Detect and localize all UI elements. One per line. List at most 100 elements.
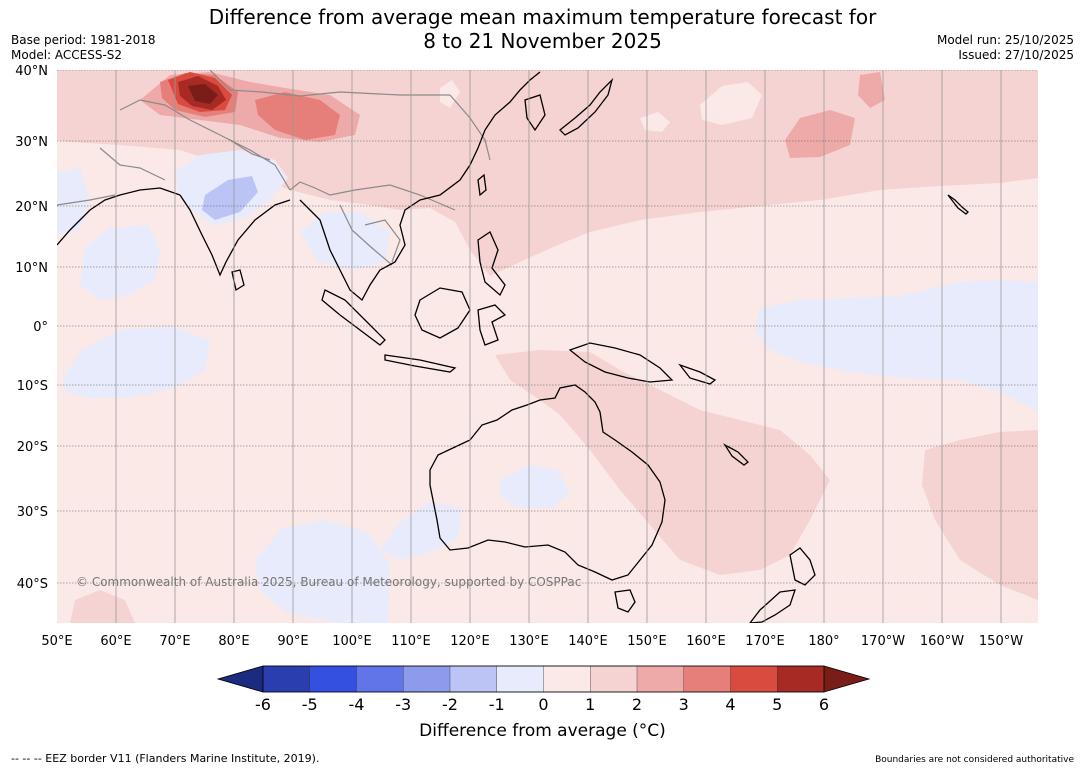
lon-label: 170°W [861,634,905,649]
cb-tick: 1 [585,695,595,714]
copyright-notice: © Commonwealth of Australia 2025, Bureau… [76,575,581,589]
anomaly-zone-india-cool-core [202,176,258,220]
lon-label: 50°E [41,634,72,649]
coastline-sulawesi [477,304,507,346]
coastlines [57,71,969,623]
cb-tick: -6 [255,695,271,714]
coastline-tasmania [614,589,636,613]
lon-label: 120°E [450,634,490,649]
coastline-new-zealand-south [749,589,796,623]
lat-label: 10°N [15,261,48,276]
anomaly-zone-japan-sea-patch [700,82,762,125]
lon-label: 100°E [332,634,372,649]
coastline-new-zealand-north [789,547,816,586]
coastline-new-guinea [568,342,674,383]
coastline-taiwan [477,173,487,197]
lat-label: 30°N [15,135,48,150]
lon-label: 130°E [509,634,549,649]
coastline-hawaii [947,194,969,215]
colorbar-bin [683,665,732,693]
anomaly-zone-north-pacific-2 [858,72,885,108]
anomaly-zone-south-pacific [922,430,1038,600]
cb-tick: 6 [819,695,829,714]
cb-tick: -3 [395,695,411,714]
coastline-sri-lanka [231,269,245,292]
cb-tick: 5 [772,695,782,714]
lat-label: 40°N [15,64,48,79]
colorbar-bin [449,665,498,693]
lon-label: 90°E [277,634,308,649]
coastline-australia [429,384,666,581]
lat-label: 10°S [17,379,48,394]
colorbar-frame [262,665,825,693]
model-info: Base period: 1981-2018 Model: ACCESS-S2 [11,33,156,63]
anomaly-zone-equatorial-pacific-negative [755,280,1038,412]
colorbar-title: Difference from average (°C) [419,721,666,741]
longitude-labels: 50°E 60°E 70°E 80°E 90°E 100°E 110°E 120… [41,634,1023,649]
lat-label: 0° [33,320,48,335]
coastline-solomon-islands [678,363,717,385]
colorbar-bin [636,665,685,693]
cb-tick: 2 [632,695,642,714]
anomaly-zone-central-australia-negative [500,465,570,508]
run-info: Model run: 25/10/2025 Issued: 27/10/2025 [937,33,1074,63]
colorbar: -6 -5 -4 -3 -2 -1 0 1 2 3 4 5 6 [216,665,871,714]
latitude-labels: 40°N 30°N 20°N 10°N 0° 10°S 20°S 30°S 40… [15,64,48,592]
lon-label: 160°W [920,634,964,649]
coastline-east-asia [484,71,541,131]
cb-tick: -2 [442,695,458,714]
lon-label: 160°E [686,634,726,649]
colorbar-bin [543,665,591,693]
lat-label: 20°S [17,440,48,455]
anomaly-zone-china-patch [440,80,460,108]
coastline-borneo [414,287,471,339]
lon-label: 170°E [745,634,785,649]
boundaries-note: Boundaries are not considered authoritat… [875,755,1074,765]
colorbar-bin [403,665,451,693]
lon-label: 150°W [979,634,1023,649]
chart-title: Difference from average mean maximum tem… [0,5,1085,53]
cb-tick: 3 [679,695,689,714]
coastline-java [384,354,457,373]
anomaly-zone-tibet [255,92,340,140]
anomaly-zone-korea-patch [640,112,670,132]
coastline-philippines [477,231,506,297]
anomaly-zone-arabian-sea-negative [80,225,160,300]
lon-label: 150°E [627,634,667,649]
meridians [115,70,1002,623]
lon-label: 180° [808,634,839,649]
colorbar-bin [590,665,638,693]
colorbar-bin [309,665,358,693]
lon-label: 140°E [568,634,608,649]
lat-label: 30°S [17,505,48,520]
colorbar-bin [496,665,545,693]
anomaly-zone-southern-ocean-negative [255,520,390,623]
eez-note: -- -- -- EEZ border V11 (Flanders Marine… [11,752,320,765]
coastline-indochina [299,129,486,302]
coastline-korea [524,94,546,132]
title-line-2: 8 to 21 November 2025 [423,29,662,53]
cb-tick: -4 [349,695,365,714]
country-borders [57,70,491,266]
lon-label: 70°E [159,634,190,649]
lat-label: 40°S [17,577,48,592]
anomaly-zone-southwest [70,590,135,623]
map-area: © Commonwealth of Australia 2025, Bureau… [57,70,1038,623]
gridlines [57,70,1038,584]
colorbar-low-extend [216,665,264,693]
colorbar-bin [777,665,825,693]
cb-tick: -5 [302,695,318,714]
lat-label: 20°N [15,200,48,215]
colorbar-high-extend [823,665,871,693]
coastline-arabia [57,187,181,246]
anomaly-zone-west-australia-negative [380,502,462,560]
title-line-1: Difference from average mean maximum tem… [208,5,877,29]
cb-tick: 0 [538,695,548,714]
base-period: Base period: 1981-2018 [11,33,156,47]
coastline-india [179,194,291,277]
lon-label: 80°E [218,634,249,649]
model-run: Model run: 25/10/2025 [936,33,1074,47]
colorbar-bin [262,665,311,693]
coastline-new-caledonia [723,443,749,466]
